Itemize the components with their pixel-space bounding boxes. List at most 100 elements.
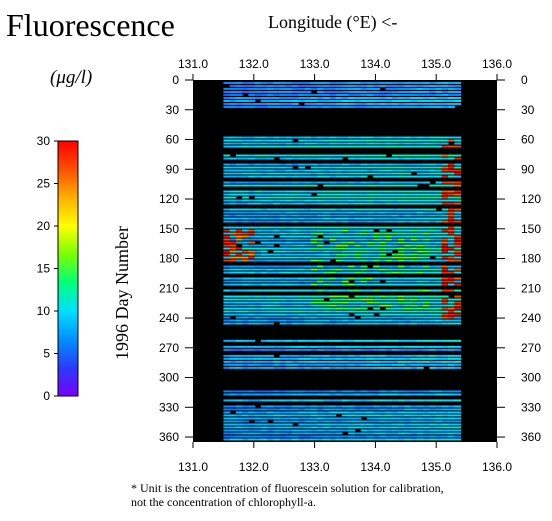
heatmap-cell [223,271,231,274]
heatmap-cell [373,241,380,244]
heatmap-cell [335,208,343,211]
heatmap-cell [398,217,405,220]
heatmap-cell [248,363,256,366]
heatmap-cell [335,96,343,99]
heatmap-cell [410,432,418,435]
heatmap-cell [273,414,281,417]
heatmap-cell [298,93,306,96]
heatmap-cell [335,81,343,84]
heatmap-cell [373,307,380,310]
heatmap-cell [254,390,262,393]
heatmap-cell [285,238,293,241]
heatmap-cell [317,96,324,99]
heatmap-cell [448,232,455,235]
heatmap-cell [385,163,393,166]
heatmap-cell [366,196,374,199]
heatmap-cell [317,208,324,211]
heatmap-cell [329,102,337,105]
heatmap-cell [391,232,399,235]
heatmap-cell [310,244,318,247]
heatmap-cell [223,217,231,220]
heatmap-cell [454,229,462,232]
heatmap-cell [310,102,318,105]
heatmap-cell [229,322,237,325]
heatmap-cell [416,319,424,322]
heatmap-cell [391,99,399,102]
heatmap-cell [267,316,274,319]
heatmap-cell [391,423,399,426]
heatmap-cell [242,426,249,429]
heatmap-cell [410,93,418,96]
heatmap-cell [335,93,343,96]
heatmap-cell [373,295,380,298]
heatmap-cell [435,196,443,199]
heatmap-cell [248,139,256,142]
heatmap-cell [223,399,231,402]
heatmap-cell [260,259,268,262]
heatmap-cell [454,420,462,423]
heatmap-cell [292,310,299,313]
heatmap-cell [323,226,331,229]
heatmap-cell [310,339,318,342]
y-tick-label-right: 360 [521,430,541,444]
heatmap-cell [385,244,393,247]
heatmap-cell [379,235,387,238]
heatmap-cell [235,166,243,169]
heatmap-cell [379,232,387,235]
heatmap-cell [223,313,231,316]
heatmap-cell [242,307,249,310]
heatmap-cell [329,84,337,87]
heatmap-cell [310,289,318,292]
heatmap-cell [242,411,249,414]
heatmap-cell [285,304,293,307]
heatmap-cell [429,360,437,363]
heatmap-cell [416,136,424,139]
heatmap-cell [360,166,368,169]
heatmap-cell [317,169,324,172]
heatmap-cell [229,102,237,105]
heatmap-cell [254,253,262,256]
heatmap-cell [454,316,462,319]
heatmap-cell [317,283,324,286]
heatmap-cell [435,423,443,426]
heatmap-cell [298,313,306,316]
heatmap-cell [423,390,430,393]
heatmap-cell [398,196,405,199]
heatmap-cell [385,354,393,357]
heatmap-cell [410,211,418,214]
heatmap-cell [229,339,237,342]
heatmap-cell [254,438,262,441]
heatmap-cell [279,360,287,363]
heatmap-cell [360,429,368,432]
heatmap-cell [435,226,443,229]
heatmap-cell [317,316,324,319]
heatmap-cell [335,319,343,322]
heatmap-cell [448,238,455,241]
heatmap-cell [404,345,412,348]
heatmap-cell [254,271,262,274]
heatmap-cell [329,154,337,157]
heatmap-cell [435,142,443,145]
heatmap-cell [366,136,374,139]
heatmap-cell [435,81,443,84]
heatmap-cell [341,408,349,411]
heatmap-cell [329,265,337,268]
heatmap-cell [298,202,306,205]
heatmap-cell [341,253,349,256]
heatmap-cell [223,298,231,301]
heatmap-cell [360,283,368,286]
heatmap-cell [348,199,356,202]
heatmap-cell [248,217,256,220]
heatmap-cell [379,90,387,93]
heatmap-cell [404,105,412,108]
heatmap-cell [254,226,262,229]
heatmap-cell [416,99,424,102]
heatmap-cell [360,214,368,217]
heatmap-cell [391,339,399,342]
heatmap-cell [391,322,399,325]
heatmap-cell [235,307,243,310]
heatmap-cell [341,307,349,310]
heatmap-cell [404,408,412,411]
heatmap-cell [292,259,299,262]
heatmap-cell [416,289,424,292]
